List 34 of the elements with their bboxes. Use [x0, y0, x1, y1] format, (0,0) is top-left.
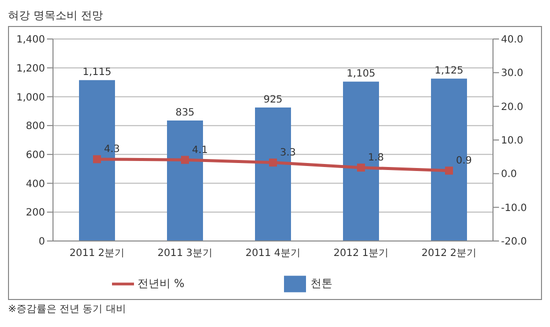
data-label: 835 — [175, 108, 195, 119]
legend-label: 천톤 — [310, 277, 332, 290]
y-tick-label: 1,400 — [16, 34, 45, 46]
y2-tick-label: -20.0 — [501, 236, 527, 248]
y-tick-label: 800 — [26, 121, 45, 132]
y-tick-label: 200 — [26, 208, 45, 219]
legend-label: 전년비 % — [138, 277, 184, 290]
y-tick-label: 1,200 — [16, 63, 45, 74]
y-tick-label: 400 — [26, 178, 45, 190]
chart-title: 혀강 명목소비 전망 — [8, 8, 104, 24]
point — [269, 158, 277, 167]
y-tick-label: 600 — [26, 150, 45, 161]
y2-tick-label: 0.0 — [501, 169, 517, 180]
data-label: 1,115 — [82, 67, 112, 78]
data-label: 925 — [263, 94, 283, 106]
point — [445, 166, 453, 175]
point — [181, 156, 189, 164]
x-tick-label: 2012 2분기 — [422, 248, 476, 260]
text: ※증감률은 전년 동기 대비 — [8, 303, 127, 316]
x-tick-label: 2011 3분기 — [158, 248, 212, 260]
data-label: 1,105 — [346, 68, 376, 80]
y2-tick-label: 30.0 — [501, 68, 524, 80]
data-label: 1,125 — [434, 66, 464, 77]
point — [93, 155, 101, 164]
point — [357, 164, 365, 172]
y-tick-label: 1,000 — [16, 92, 45, 104]
y-tick-label: 0 — [38, 236, 45, 248]
x-tick-label: 2011 4분기 — [246, 248, 300, 260]
x-tick-label: 2011 2분기 — [70, 248, 124, 260]
y2-tick-label: -10.0 — [501, 202, 527, 214]
x-tick-label: 2012 1분기 — [334, 248, 388, 260]
y2-tick-label: 40.0 — [501, 34, 524, 46]
y2-tick-label: 10.0 — [501, 136, 524, 147]
y2-tick-label: 20.0 — [501, 102, 524, 113]
